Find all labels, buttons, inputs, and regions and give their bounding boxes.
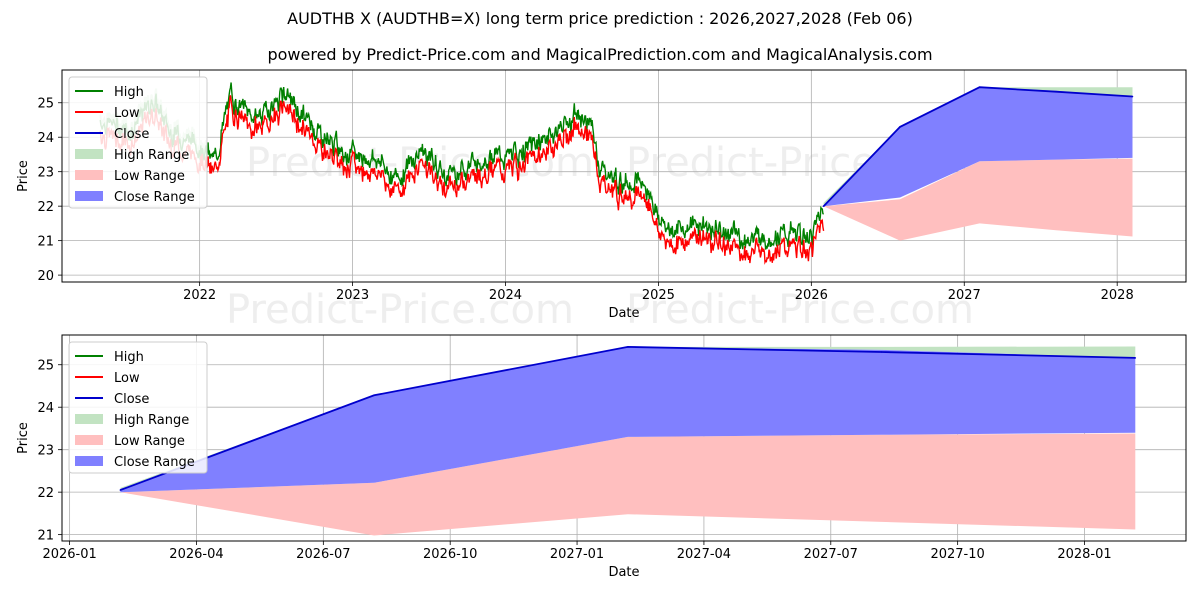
x-tick-label: 2027-10: [930, 547, 984, 562]
legend-box: [68, 341, 208, 474]
y-tick-label: 25: [37, 359, 54, 374]
high-series-line: [99, 82, 825, 250]
legend-label: Close: [114, 127, 149, 142]
legend-label: High: [114, 350, 144, 365]
legend-swatch-patch: [75, 191, 103, 201]
plot-panel-top: Predict-Price.com Predict-Price.comPredic…: [16, 69, 1187, 333]
y-tick-label: 24: [37, 131, 54, 146]
y-tick-label: 25: [37, 97, 54, 112]
y-tick-label: 21: [37, 529, 54, 544]
legend-swatch-patch: [75, 435, 103, 445]
x-tick-label: 2026-07: [296, 547, 350, 562]
y-tick-label: 23: [37, 444, 54, 459]
plot-area: [119, 345, 1137, 536]
x-tick-label: 2026-04: [169, 547, 223, 562]
close-range-band: [120, 346, 1136, 493]
close-forecast-point: [978, 86, 981, 89]
legend-label: Low Range: [114, 434, 185, 449]
x-tick-label: 2022: [183, 288, 216, 303]
close-forecast-point: [119, 489, 122, 491]
close-forecast-point: [899, 126, 901, 128]
y-tick-label: 22: [37, 200, 54, 215]
legend-swatch-patch: [75, 170, 103, 180]
x-tick-label: 2024: [489, 288, 522, 303]
close-range-band: [823, 87, 1133, 207]
low-series-line: [99, 95, 825, 265]
close-forecast-point: [1055, 90, 1057, 93]
close-forecast-point: [822, 205, 825, 207]
x-tick-label: 2025: [642, 288, 675, 303]
legend-swatch-patch: [75, 149, 103, 159]
legend-label: Low Range: [114, 169, 185, 184]
legend-label: High Range: [114, 148, 189, 163]
y-tick-label: 23: [37, 166, 54, 181]
legend-label: High Range: [114, 413, 189, 428]
watermark-text: Predict-Price.com: [626, 287, 974, 333]
y-axis-label: Price: [16, 160, 31, 192]
x-tick-label: 2027: [948, 288, 981, 303]
close-forecast-point: [1131, 95, 1134, 98]
plot-panel-bottom: Predict-Price.comPredict-Price.com2026-0…: [16, 334, 1187, 580]
x-tick-label: 2026-10: [423, 547, 477, 562]
plot-area: [99, 82, 1134, 265]
x-tick-label: 2027-07: [804, 547, 858, 562]
close-forecast-point: [627, 346, 629, 348]
x-tick-label: 2028: [1101, 288, 1134, 303]
y-tick-label: 21: [37, 235, 54, 250]
legend-label: Close Range: [114, 455, 195, 470]
legend-label: Close: [114, 392, 149, 407]
x-tick-label: 2028-01: [1057, 547, 1111, 562]
x-tick-label: 2027-01: [550, 547, 604, 562]
legend-label: Close Range: [114, 190, 195, 205]
y-axis-label: Price: [16, 422, 31, 454]
legend: High Low Close High Range Low Range Close Ran…: [68, 341, 208, 474]
low-range-band: [823, 158, 1133, 241]
chart-title: AUDTHB X (AUDTHB=X) long term price pred…: [287, 9, 913, 28]
x-axis-label: Date: [608, 306, 639, 321]
y-tick-label: 20: [37, 269, 54, 284]
y-tick-label: 22: [37, 486, 54, 501]
watermark-text: Predict-Price.com: [226, 287, 574, 333]
close-forecast-point: [880, 351, 883, 353]
chart-subtitle: powered by Predict-Price.com and Magical…: [267, 45, 933, 64]
legend: High Low Close High Range Low Range Close Ran…: [68, 76, 208, 209]
legend-label: High: [114, 85, 144, 100]
close-forecast-point: [373, 394, 375, 397]
x-axis-label: Date: [608, 565, 639, 580]
plot-frame: [61, 334, 1187, 542]
legend-swatch-patch: [75, 456, 103, 466]
x-tick-label: 2026: [795, 288, 828, 303]
x-tick-label: 2023: [336, 288, 369, 303]
x-tick-label: 2026-01: [42, 547, 96, 562]
legend-box: [68, 76, 208, 209]
close-forecast-point: [1134, 357, 1137, 359]
y-tick-label: 24: [37, 401, 54, 416]
low-range-band: [120, 433, 1136, 536]
legend-swatch-patch: [75, 414, 103, 424]
legend-label: Low: [114, 371, 140, 386]
legend-label: Low: [114, 106, 140, 121]
x-tick-label: 2027-04: [677, 547, 731, 562]
plot-frame: [61, 69, 1187, 283]
